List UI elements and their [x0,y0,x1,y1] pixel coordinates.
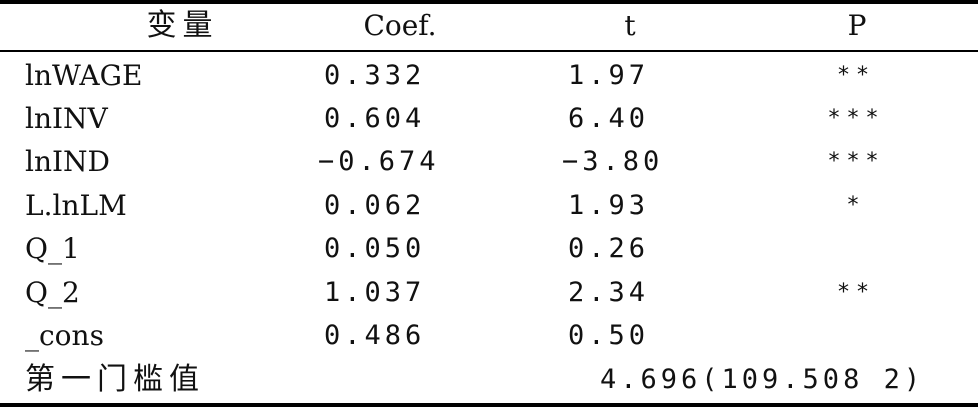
row-significance: *** [828,149,886,174]
row-significance: ** [838,63,876,88]
table-row: Q_2 1.037 2.34 ** [0,271,978,315]
table-row: L.lnLM 0.062 1.93 * [0,184,978,228]
row-significance: ** [838,280,876,305]
row-t: 1.97 [568,60,650,91]
threshold-value: 4.696(109.508 2) [600,364,925,395]
row-coef: 0.486 [324,320,426,351]
table-row: lnWAGE 0.332 1.97 ** [0,54,978,98]
table-row: _cons 0.486 0.50 [0,314,978,358]
row-significance: * [847,193,867,218]
table-row-threshold: 第一门槛值 4.696(109.508 2) [0,358,978,402]
table-row: lnINV 0.604 6.40 *** [0,97,978,141]
row-t: 6.40 [568,103,650,134]
row-variable: _cons [25,319,104,352]
row-variable: lnINV [25,102,108,135]
header-t: t [624,9,636,42]
table-row: lnIND −0.674 −3.80 *** [0,140,978,184]
row-coef: 0.604 [324,103,426,134]
header-coef: Coef. [363,9,437,42]
row-t: 2.34 [568,277,650,308]
row-variable: Q_2 [25,276,80,309]
table-top-rule [0,0,978,4]
table-bottom-rule [0,403,978,407]
row-significance [762,314,952,358]
row-variable: lnIND [25,145,110,178]
row-t: 0.26 [568,233,650,264]
table-header-rule [0,50,978,52]
row-coef: 1.037 [324,277,426,308]
table-row: Q_1 0.050 0.26 [0,227,978,271]
header-p: P [847,9,867,42]
row-variable: Q_1 [25,232,80,265]
row-coef: 0.050 [324,233,426,264]
row-t: −3.80 [562,146,664,177]
row-coef: 0.062 [324,190,426,221]
row-variable: lnWAGE [25,59,143,92]
row-t: 1.93 [568,190,650,221]
table-header-row: 变量 Coef. t P [0,4,978,48]
row-significance [762,227,952,271]
row-coef: −0.674 [318,146,440,177]
row-t: 0.50 [568,320,650,351]
header-variable: 变量 [146,8,219,43]
row-significance: *** [828,106,886,131]
threshold-label: 第一门槛值 [25,362,205,397]
row-coef: 0.332 [324,60,426,91]
row-variable: L.lnLM [25,189,127,222]
